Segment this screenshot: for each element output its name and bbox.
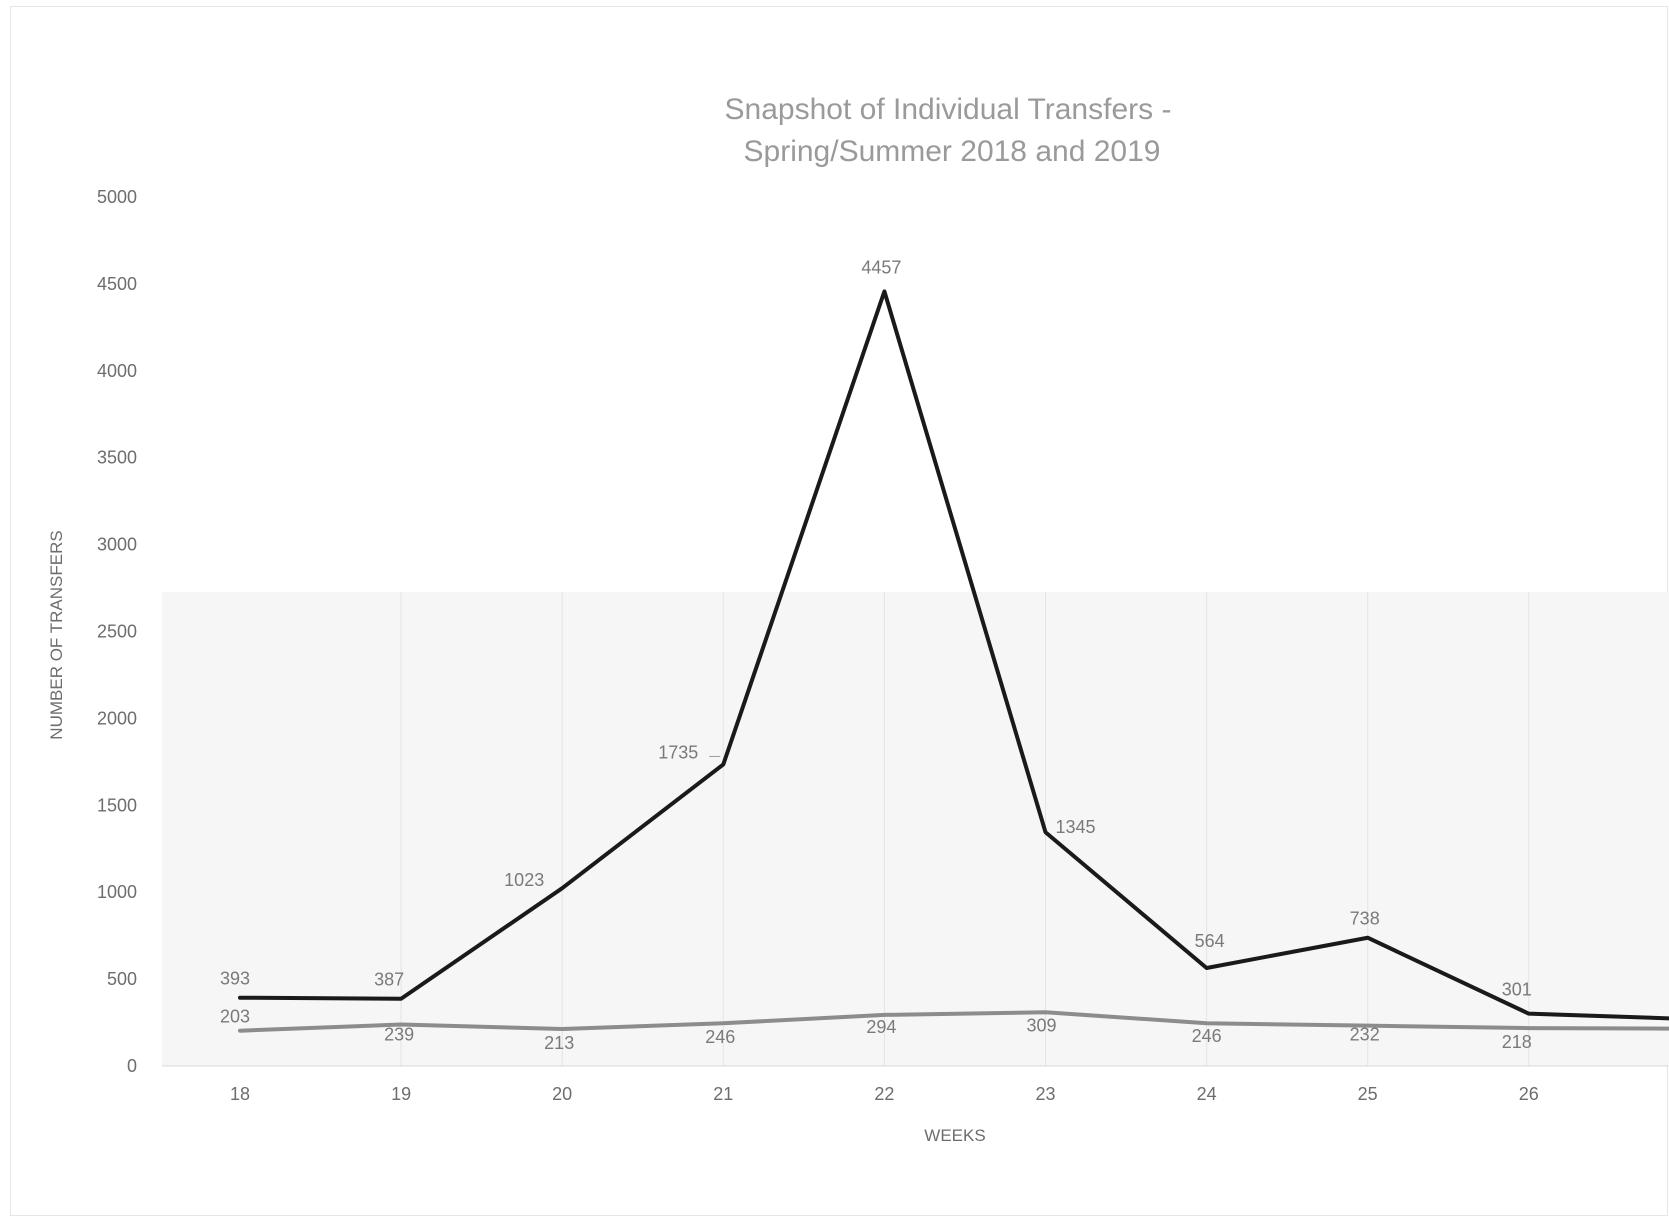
x-tick-label: 23 (1035, 1084, 1055, 1104)
x-tick-label: 21 (713, 1084, 733, 1104)
x-axis-tick-labels: 18 19 20 21 22 23 24 25 26 (230, 1084, 1539, 1104)
y-tick-label: 2500 (97, 622, 137, 642)
y-tick-label: 2000 (97, 708, 137, 728)
data-label-lower: 203 (220, 1007, 250, 1027)
data-label-upper: 738 (1350, 909, 1380, 929)
gridlines (162, 592, 1669, 1067)
y-tick-label: 0 (127, 1056, 137, 1076)
series-lines (238, 289, 1669, 1033)
data-label-upper: 301 (1502, 980, 1532, 1000)
x-tick-label: 20 (552, 1084, 572, 1104)
data-label-upper: 564 (1195, 931, 1225, 951)
data-label-lower: 294 (866, 1017, 896, 1037)
chart-title-line-2: Spring/Summer 2018 and 2019 (744, 135, 1161, 168)
data-label-lower: 213 (544, 1033, 574, 1053)
data-label-upper: 1345 (1055, 817, 1095, 837)
y-tick-label: 4000 (97, 361, 137, 381)
x-tick-label: 25 (1358, 1084, 1378, 1104)
x-tick-label: 24 (1197, 1084, 1217, 1104)
series-line-lower (238, 1010, 1669, 1033)
data-label-lower: 218 (1502, 1032, 1532, 1052)
data-label-lower: 246 (1192, 1026, 1222, 1046)
x-tick-label: 19 (391, 1084, 411, 1104)
x-tick-label: 18 (230, 1084, 250, 1104)
series-line-upper (238, 289, 1669, 1021)
y-axis-title: NUMBER OF TRANSFERS (47, 530, 66, 739)
data-label-upper: 4457 (861, 257, 901, 277)
data-label-upper: 387 (374, 970, 404, 990)
chart-title-line-1: Snapshot of Individual Transfers - (725, 93, 1172, 126)
y-tick-label: 3000 (97, 535, 137, 555)
x-tick-label: 22 (874, 1084, 894, 1104)
y-tick-label: 1500 (97, 795, 137, 815)
y-tick-label: 5000 (97, 187, 137, 207)
data-label-upper: 1023 (504, 870, 544, 890)
x-axis-title: WEEKS (924, 1126, 985, 1145)
plot-shaded-band (162, 592, 1669, 1066)
x-tick-label: 26 (1519, 1084, 1539, 1104)
data-label-upper: 393 (220, 969, 250, 989)
y-tick-label: 3500 (97, 448, 137, 468)
y-tick-label: 4500 (97, 274, 137, 294)
y-axis-tick-labels: 0 500 1000 1500 2000 2500 3000 3500 4000 4500 5000 (97, 187, 137, 1076)
data-labels: 393 387 1023 1735 4457 1345 564 738 301 203 239 213… (220, 257, 1532, 1053)
data-label-lower: 239 (384, 1024, 414, 1044)
data-label-lower: 309 (1026, 1015, 1056, 1035)
data-label-lower: 232 (1350, 1025, 1380, 1045)
data-label-upper: 1735 (658, 742, 698, 762)
y-tick-label: 500 (107, 969, 137, 989)
y-tick-label: 1000 (97, 882, 137, 902)
data-label-lower: 246 (705, 1027, 735, 1047)
